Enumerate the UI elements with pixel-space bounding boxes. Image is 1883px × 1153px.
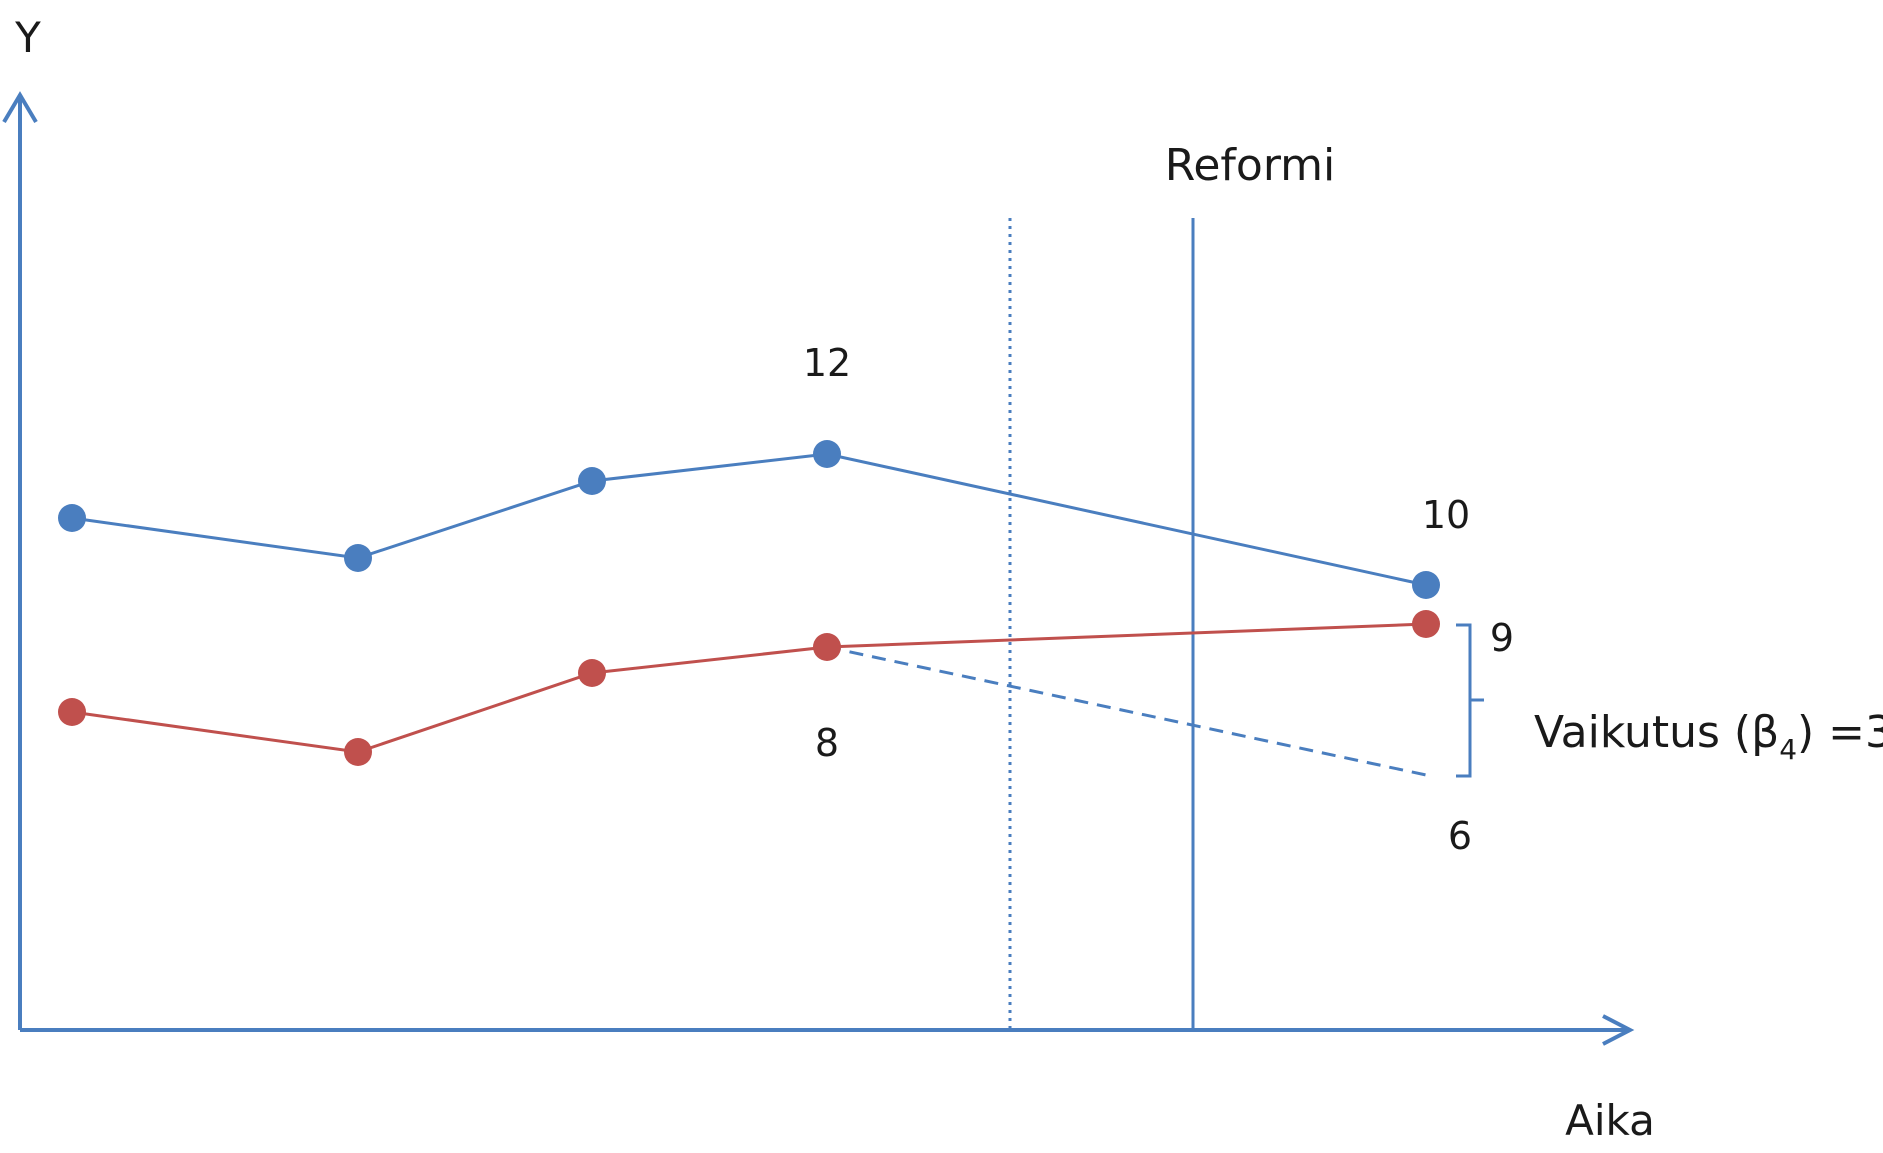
label-treated-post: 10 (1422, 493, 1470, 537)
axes (2, 91, 1635, 1046)
data-point-treated-3 (578, 467, 606, 495)
label-control-pre: 8 (815, 721, 839, 765)
effect-brace (1456, 623, 1484, 778)
data-point-treated-1 (58, 504, 86, 532)
y-axis-arrow (2, 91, 38, 124)
data-point-control-3 (578, 659, 606, 687)
data-point-treated-5 (1412, 571, 1440, 599)
series-counterfactual-line (826, 645, 1427, 777)
x-axis-arrow (1602, 1014, 1635, 1046)
effect-label-suffix: ) =3 (1797, 707, 1883, 758)
series-control-line (71, 622, 1427, 754)
series-treated-line (71, 452, 1427, 587)
label-treated-pre: 12 (803, 341, 851, 385)
effect-label: Vaikutus (β4) =3 (1534, 707, 1883, 766)
effect-label-prefix: Vaikutus (β (1534, 707, 1779, 758)
data-point-treated-2 (344, 544, 372, 572)
y-axis-label: Y (14, 13, 41, 62)
data-point-control-1 (58, 698, 86, 726)
label-control-post: 9 (1490, 616, 1514, 660)
x-axis-label: Aika (1565, 1096, 1655, 1145)
label-counterfactual: 6 (1448, 814, 1472, 858)
effect-label-subscript: 4 (1779, 733, 1797, 766)
reform-label: Reformi (1165, 140, 1335, 191)
data-point-control-5 (1412, 610, 1440, 638)
data-point-control-4 (813, 633, 841, 661)
data-point-markers (58, 440, 1440, 766)
data-point-control-2 (344, 738, 372, 766)
data-point-treated-4 (813, 440, 841, 468)
